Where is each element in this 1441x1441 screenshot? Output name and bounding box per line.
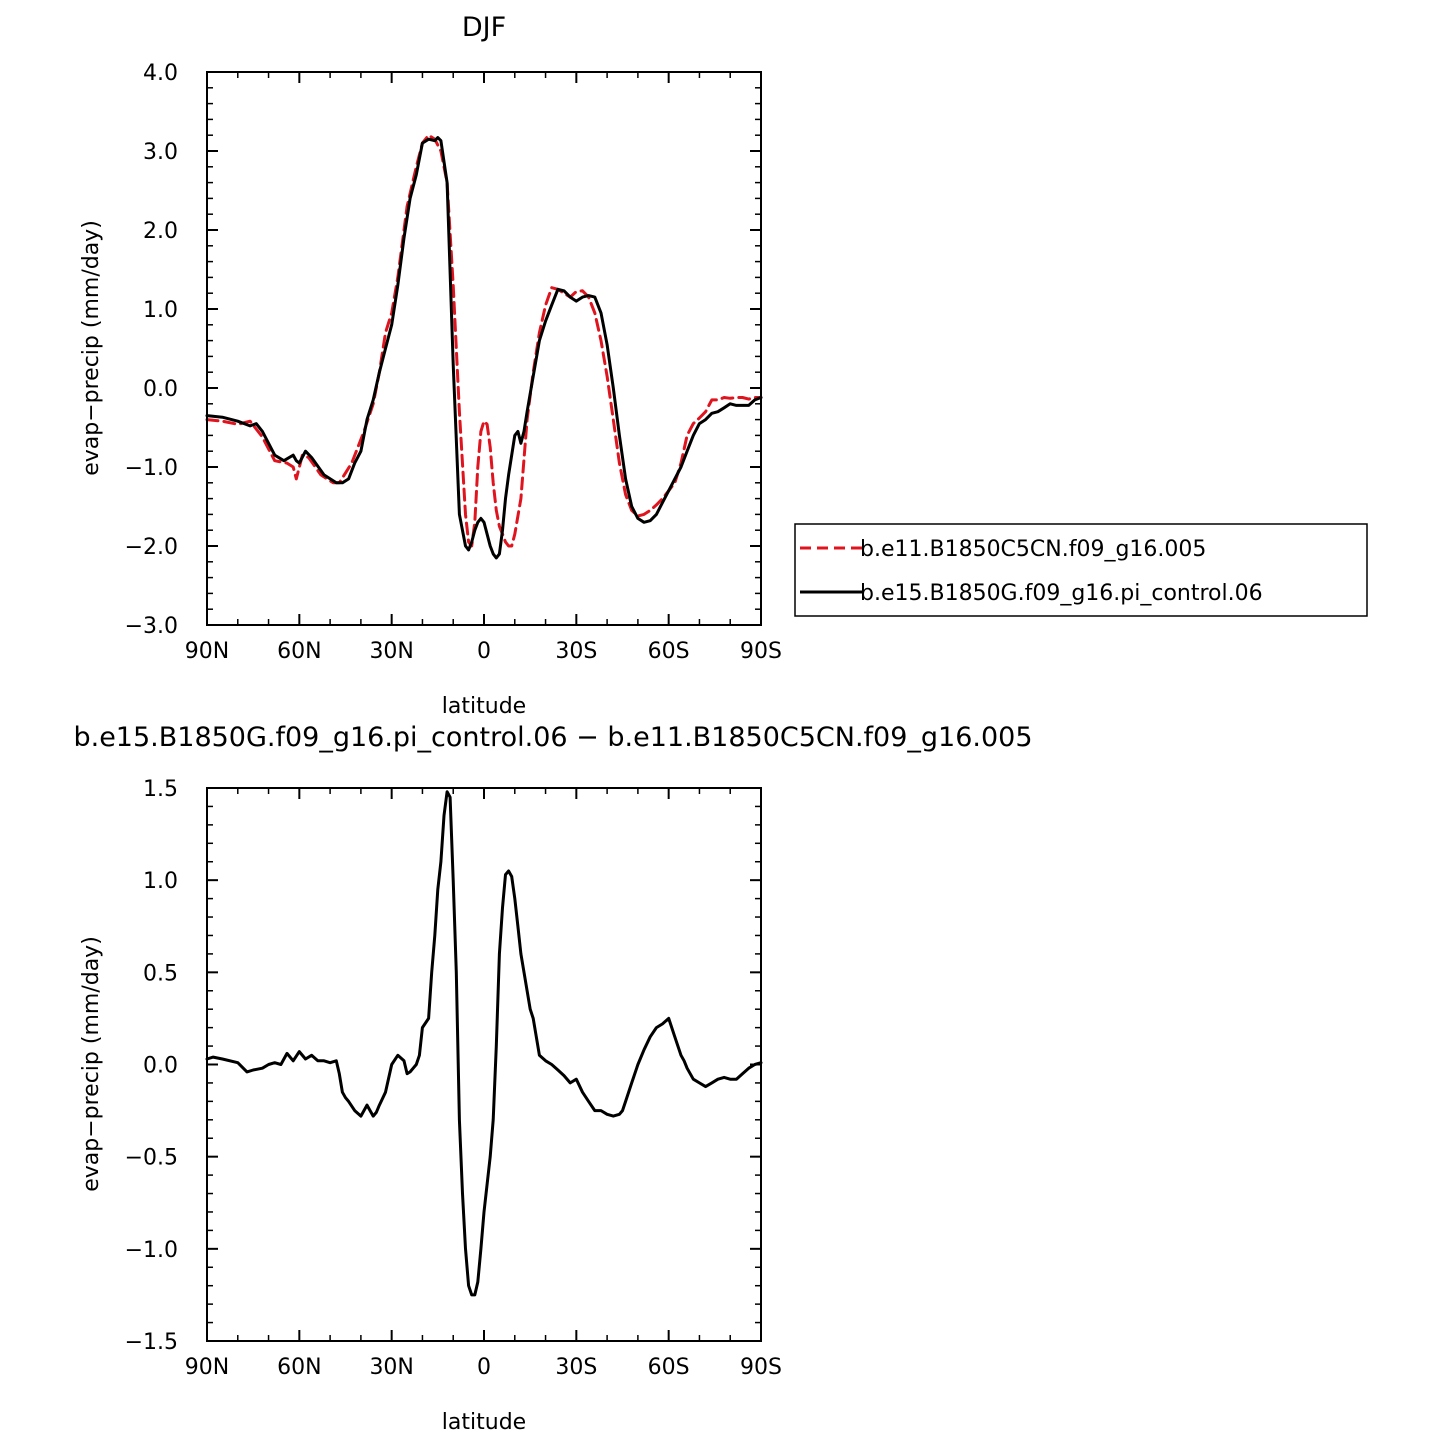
panel-2-title: b.e15.B1850G.f09_g16.pi_control.06 − b.e… <box>73 722 1032 753</box>
panel-1-y-axis-title: evap−precip (mm/day) <box>79 220 104 476</box>
panel-2-y-axis-title: evap−precip (mm/day) <box>79 936 104 1192</box>
legend-label-series-1: b.e11.B1850C5CN.f09_g16.005 <box>860 537 1206 562</box>
panel-difference: b.e15.B1850G.f09_g16.pi_control.06 − b.e… <box>73 722 1032 1435</box>
series-line-2 <box>205 136 763 560</box>
x-tick-label: 30N <box>369 1355 413 1380</box>
panel-1-ticks <box>206 71 762 626</box>
panel-1-frame <box>206 71 762 626</box>
panel-2-frame <box>206 787 762 1342</box>
y-tick-label: 4.0 <box>143 61 178 86</box>
x-tick-label: 90S <box>740 639 782 664</box>
y-tick-label: −1.5 <box>125 1330 178 1355</box>
panel-2-x-axis-title: latitude <box>442 1410 526 1435</box>
x-tick-label: 90S <box>740 1355 782 1380</box>
x-tick-label: 30S <box>555 1355 597 1380</box>
panel-2-tick-labels: 90N 60N 30N 0 30S 60S 90S 1.5 1.0 0.5 0.0 −0.5 −1.0 −… <box>125 777 782 1380</box>
y-tick-label: 0.0 <box>143 377 178 402</box>
x-tick-label: 60N <box>277 639 321 664</box>
x-tick-label: 0 <box>477 639 491 664</box>
y-tick-label: 0.0 <box>143 1054 178 1079</box>
panel-2-series <box>205 790 763 1297</box>
x-tick-label: 0 <box>477 1355 491 1380</box>
y-tick-label: 2.0 <box>143 219 178 244</box>
x-tick-label: 90N <box>185 639 229 664</box>
y-tick-label: 3.0 <box>143 140 178 165</box>
x-tick-label: 60N <box>277 1355 321 1380</box>
y-tick-label: −3.0 <box>125 614 178 639</box>
panel-1-tick-labels: 90N 60N 30N 0 30S 60S 90S 4.0 3.0 2.0 1.0 0.0 −1.0 −2… <box>125 61 782 664</box>
legend-label-series-2: b.e15.B1850G.f09_g16.pi_control.06 <box>860 581 1263 606</box>
panel-1-series <box>205 133 763 560</box>
legend-box <box>794 523 1368 617</box>
y-tick-label: 1.0 <box>143 298 178 323</box>
y-tick-label: −0.5 <box>125 1146 178 1171</box>
y-tick-label: 1.0 <box>143 869 178 894</box>
y-tick-label: 0.5 <box>143 961 178 986</box>
x-tick-label: 30N <box>369 639 413 664</box>
legend: b.e11.B1850C5CN.f09_g16.005 b.e15.B1850G… <box>794 523 1368 617</box>
series-line-1 <box>205 133 763 548</box>
x-tick-label: 90N <box>185 1355 229 1380</box>
panel-djf: DJF 90N 60N 30N 0 30S 60S 90S 4.0 3.0 2.0 1.0 0.0 −1… <box>79 12 1368 719</box>
x-tick-label: 60S <box>648 639 690 664</box>
x-tick-label: 60S <box>648 1355 690 1380</box>
y-tick-label: −1.0 <box>125 456 178 481</box>
x-tick-label: 30S <box>555 639 597 664</box>
series-line-1 <box>205 790 763 1297</box>
panel-1-x-axis-title: latitude <box>442 694 526 719</box>
panel-1-title: DJF <box>462 12 506 43</box>
panel-2-ticks <box>206 787 762 1342</box>
y-tick-label: −1.0 <box>125 1238 178 1263</box>
y-tick-label: −2.0 <box>125 535 178 560</box>
y-tick-label: 1.5 <box>143 777 178 802</box>
